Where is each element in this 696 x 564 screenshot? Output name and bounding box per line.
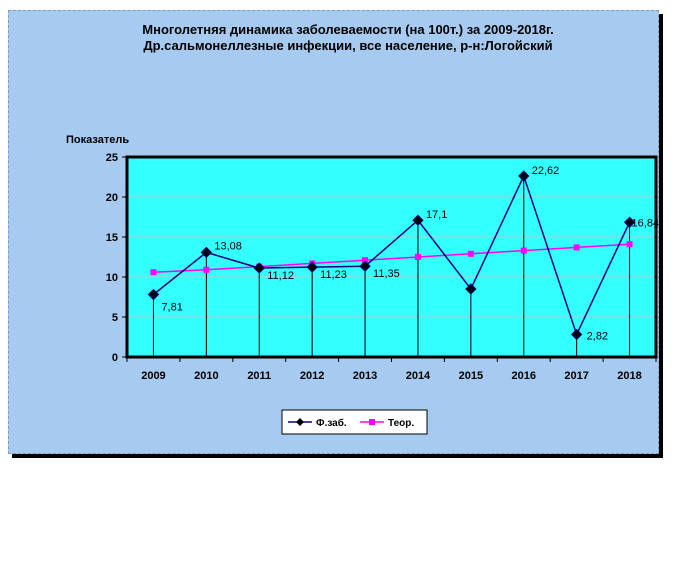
- point-fzab: [623, 216, 636, 228]
- point-fzab: [570, 328, 583, 341]
- point-theor: [573, 244, 580, 251]
- x-tick-label: 2009: [141, 370, 165, 382]
- legend-marker-theor: [369, 419, 375, 425]
- data-label: 13,08: [214, 240, 242, 252]
- point-fzab: [518, 170, 530, 182]
- x-tick-label: 2013: [353, 370, 377, 382]
- y-axis-label: Показатель: [66, 134, 129, 146]
- y-tick-label: 15: [106, 232, 118, 244]
- point-fzab: [412, 214, 424, 226]
- point-fzab: [465, 283, 477, 295]
- point-fzab: [253, 262, 265, 274]
- data-label: 11,12: [267, 270, 294, 282]
- x-tick-label: 2017: [564, 370, 588, 382]
- data-label: 22,62: [532, 165, 560, 177]
- x-tick-label: 2014: [406, 370, 431, 382]
- legend-label-fzab: Ф.заб.: [316, 417, 347, 429]
- legend-label-theor: Теор.: [388, 418, 414, 429]
- point-fzab: [200, 246, 213, 259]
- point-theor: [626, 241, 633, 248]
- y-tick-label: 0: [112, 352, 118, 364]
- point-fzab: [147, 288, 160, 301]
- x-tick-label: 2016: [512, 370, 536, 382]
- x-tick-label: 2011: [247, 370, 271, 382]
- point-fzab: [359, 260, 371, 272]
- point-theor: [520, 247, 527, 254]
- chart-subtitle: Др.сальмонеллезные инфекции, все населен…: [143, 38, 553, 53]
- data-label: 16,84: [632, 217, 660, 229]
- y-tick-label: 25: [106, 152, 118, 164]
- data-label: 17,1: [426, 209, 447, 221]
- point-theor: [467, 250, 474, 257]
- data-label: 2,82: [587, 330, 608, 342]
- data-label: 11,23: [320, 269, 347, 281]
- point-theor: [414, 254, 421, 260]
- series-line-theor: [153, 243, 630, 273]
- point-fzab: [306, 261, 318, 273]
- point-theor: [362, 257, 369, 264]
- legend-marker-fzab: [296, 418, 304, 426]
- y-tick-label: 5: [112, 312, 118, 324]
- series-line-fzab: [152, 174, 631, 337]
- plot-area: [127, 157, 656, 357]
- x-tick-label: 2012: [300, 370, 324, 382]
- chart-title: Многолетняя динамика заболеваемости (на …: [142, 22, 554, 37]
- y-tick-label: 20: [106, 192, 118, 204]
- y-tick-label: 10: [106, 272, 118, 284]
- x-tick-label: 2018: [617, 370, 641, 382]
- point-theor: [150, 269, 157, 276]
- data-label: 7,81: [161, 302, 182, 314]
- x-tick-label: 2015: [459, 370, 483, 382]
- data-label: 11,35: [373, 268, 400, 280]
- point-theor: [203, 266, 210, 273]
- x-tick-label: 2010: [194, 370, 218, 382]
- chart-title-block: Многолетняя динамика заболеваемости (на …: [0, 22, 696, 54]
